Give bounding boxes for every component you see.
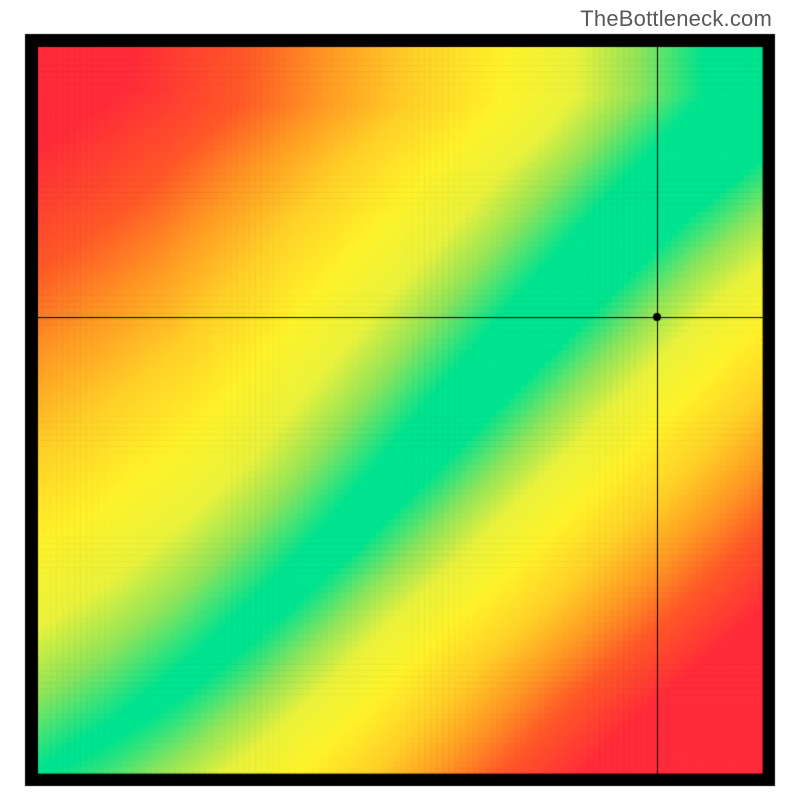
bottleneck-heatmap-canvas: [0, 0, 800, 800]
bottleneck-chart-container: TheBottleneck.com: [0, 0, 800, 800]
watermark-text: TheBottleneck.com: [580, 6, 772, 32]
